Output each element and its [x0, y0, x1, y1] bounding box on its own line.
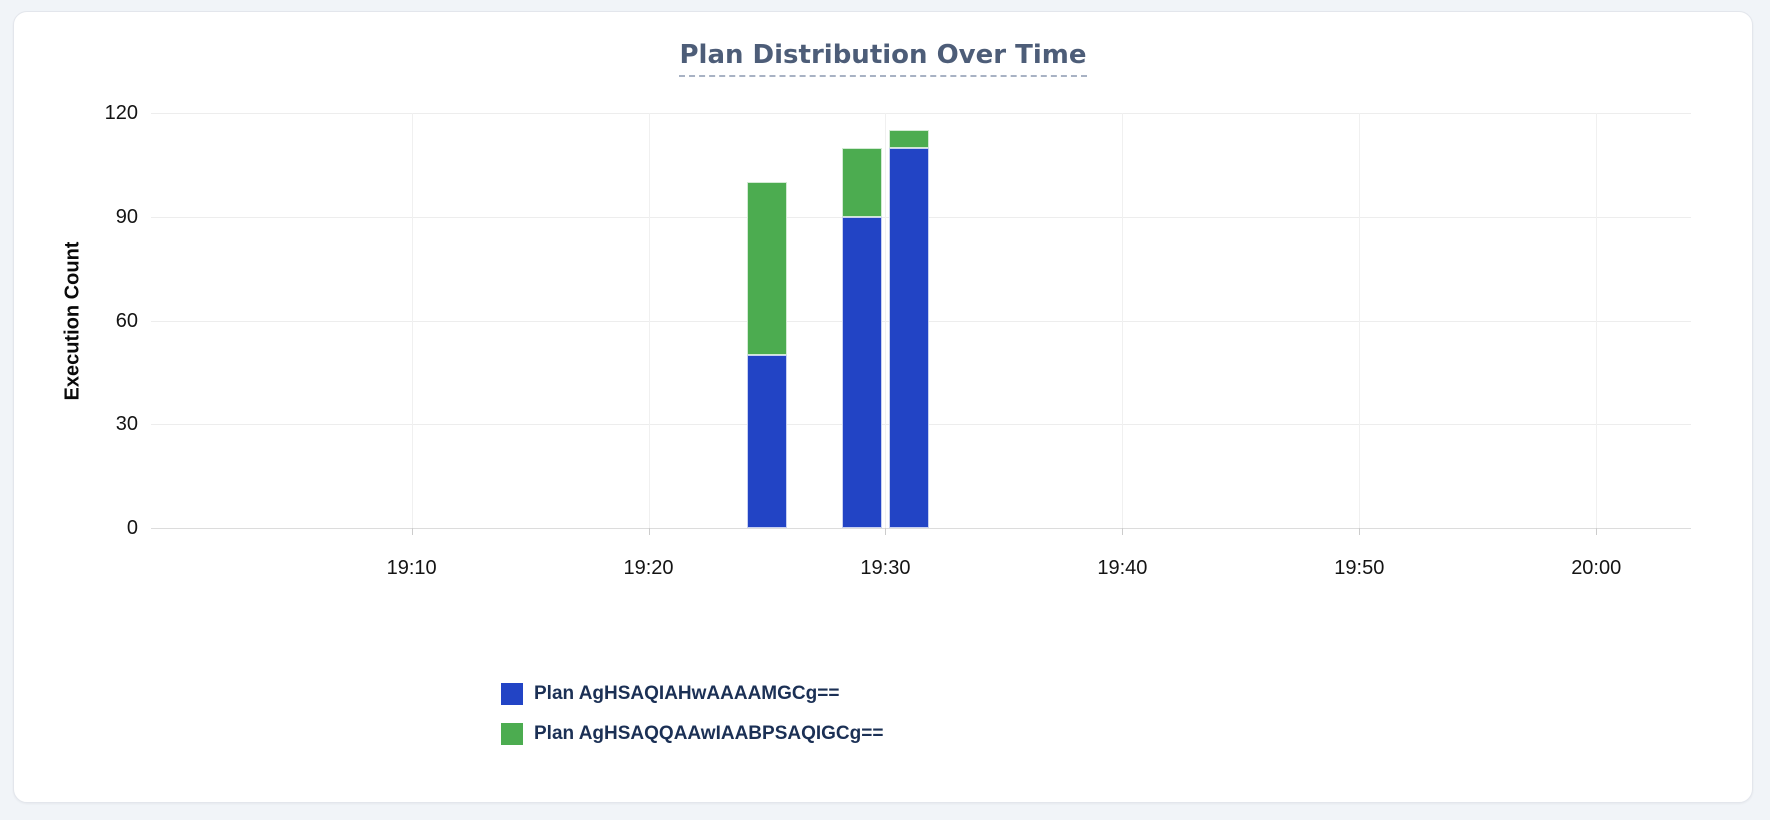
bar-segment[interactable] [841, 216, 882, 528]
x-axis-tick [411, 528, 413, 535]
y-tick-label: 90 [115, 205, 138, 228]
chart-title[interactable]: Plan Distribution Over Time [679, 40, 1087, 77]
x-tick-label: 19:30 [860, 557, 911, 579]
v-gridline [1596, 113, 1598, 528]
legend-label: Plan AgHSAQIAHwAAAAMGCg== [534, 683, 840, 704]
v-gridline [411, 113, 413, 528]
bar-stack [746, 113, 788, 528]
x-axis-tick [648, 528, 650, 535]
v-gridline [1359, 113, 1361, 528]
bar-segment[interactable] [841, 147, 882, 217]
bar-segment[interactable] [889, 130, 930, 148]
bar-segment[interactable] [746, 355, 788, 528]
v-gridline [648, 113, 650, 528]
x-tick-label: 19:50 [1334, 557, 1385, 579]
bar-stack [841, 113, 882, 528]
h-gridline [151, 113, 1691, 114]
y-tick-label: 60 [115, 309, 138, 332]
y-tick-label: 120 [104, 102, 138, 124]
x-tick-label: 19:20 [623, 557, 674, 579]
x-axis-tick [885, 528, 887, 535]
y-tick-label: 30 [115, 413, 138, 436]
plot-area [151, 113, 1691, 529]
x-axis-tick [1359, 528, 1361, 535]
legend-label: Plan AgHSAQQAAwIAABPSAQIGCg== [534, 723, 884, 744]
x-tick-label: 19:40 [1097, 557, 1148, 579]
chart-title-row: Plan Distribution Over Time [14, 40, 1752, 77]
x-tick-label: 19:10 [386, 557, 437, 579]
x-axis-tick [1122, 528, 1124, 535]
x-axis-tick [1596, 528, 1598, 535]
legend-item[interactable]: Plan AgHSAQQAAwIAABPSAQIGCg== [501, 723, 883, 745]
legend-swatch-icon [501, 723, 523, 745]
y-tick-label: 0 [126, 517, 138, 539]
legend-swatch-icon [501, 683, 523, 705]
chart-legend: Plan AgHSAQIAHwAAAAMGCg== Plan AgHSAQQAAw… [501, 683, 883, 763]
bar-segment[interactable] [889, 147, 930, 528]
v-gridline [885, 113, 887, 528]
x-tick-label: 20:00 [1571, 557, 1622, 579]
chart-card: Plan Distribution Over Time Execution Co… [13, 11, 1753, 803]
bar-segment[interactable] [746, 182, 788, 356]
v-gridline [1122, 113, 1124, 528]
bar-stack [889, 113, 930, 528]
legend-item[interactable]: Plan AgHSAQIAHwAAAAMGCg== [501, 683, 883, 705]
h-gridline [151, 528, 1691, 529]
